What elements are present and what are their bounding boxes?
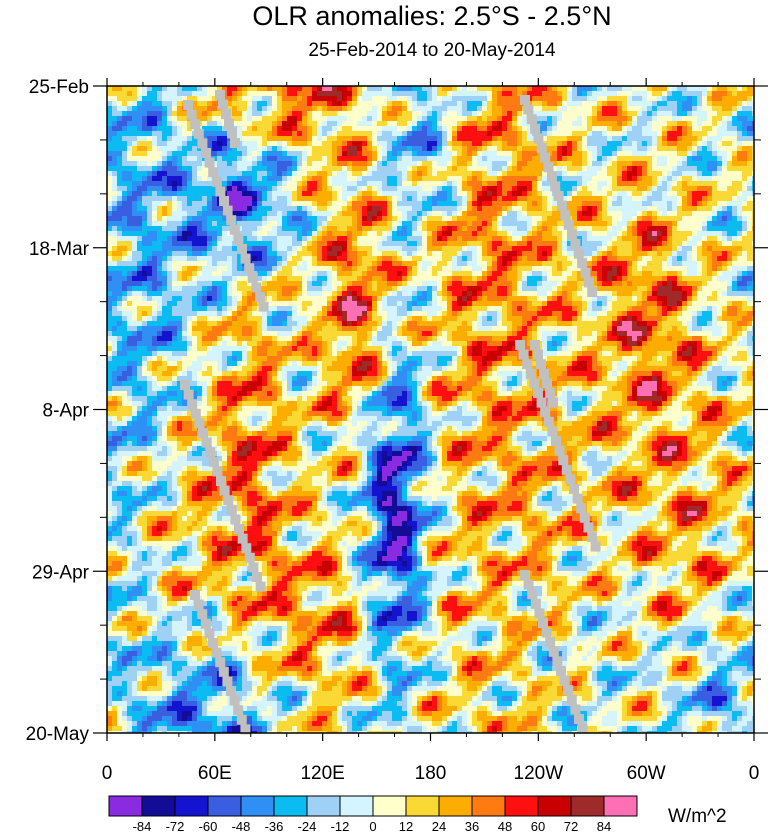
x-tick-label: 120E — [300, 763, 344, 784]
y-tick-label: 8-Apr — [43, 401, 90, 422]
anomaly-field — [107, 86, 755, 734]
colorbar-label: -84 — [133, 819, 152, 834]
colorbar-swatch — [372, 795, 407, 817]
colorbar-swatch — [471, 795, 506, 817]
colorbar-swatch — [339, 795, 374, 817]
colorbar: -84 -72 -60 -48 -36 -24 -12 0 12 24 36 48 60 72 84 — [108, 795, 638, 834]
colorbar-swatch — [405, 795, 440, 817]
colorbar-swatch — [240, 795, 275, 817]
colorbar-label: 24 — [432, 819, 446, 834]
chart-title: OLR anomalies: 2.5°S - 2.5°N — [252, 1, 612, 31]
colorbar-label: 0 — [369, 819, 376, 834]
colorbar-label: -48 — [232, 819, 251, 834]
colorbar-label: 72 — [564, 819, 578, 834]
colorbar-swatch — [174, 795, 209, 817]
y-tick-label: 29-Apr — [32, 562, 90, 583]
x-tick-label: 180 — [415, 763, 447, 784]
colorbar-swatch — [207, 795, 242, 817]
colorbar-label: -24 — [298, 819, 317, 834]
x-tick-label: 0 — [102, 763, 113, 784]
colorbar-swatch — [108, 795, 143, 817]
y-tick-label: 25-Feb — [29, 77, 89, 98]
colorbar-label: 12 — [399, 819, 413, 834]
colorbar-swatch — [438, 795, 473, 817]
chart-subtitle: 25-Feb-2014 to 20-May-2014 — [308, 40, 556, 61]
colorbar-swatch — [537, 795, 572, 817]
x-axis: 0 60E 120E 180 120W 60W 0 — [102, 78, 760, 784]
colorbar-label: 84 — [597, 819, 611, 834]
missing-data-bands — [180, 90, 601, 735]
colorbar-swatch — [570, 795, 605, 817]
y-axis: 25-Feb 18-Mar 8-Apr 29-Apr 20-May — [26, 77, 768, 745]
colorbar-swatch — [306, 795, 341, 817]
y-tick-label: 18-Mar — [29, 239, 90, 260]
colorbar-label: -60 — [199, 819, 218, 834]
colorbar-label: 60 — [531, 819, 545, 834]
colorbar-label: 48 — [498, 819, 512, 834]
colorbar-label: -12 — [331, 819, 350, 834]
x-tick-label: 120W — [514, 763, 564, 784]
colorbar-swatch — [273, 795, 308, 817]
colorbar-label: -72 — [166, 819, 185, 834]
colorbar-swatch — [141, 795, 176, 817]
x-tick-label: 60E — [198, 763, 232, 784]
colorbar-swatch — [603, 795, 638, 817]
colorbar-label: -36 — [265, 819, 284, 834]
colorbar-label: 36 — [465, 819, 479, 834]
x-tick-label: 0 — [749, 763, 760, 784]
colorbar-units: W/m^2 — [668, 806, 727, 827]
colorbar-swatch — [504, 795, 539, 817]
x-tick-label: 60W — [627, 763, 666, 784]
y-tick-label: 20-May — [26, 724, 90, 745]
